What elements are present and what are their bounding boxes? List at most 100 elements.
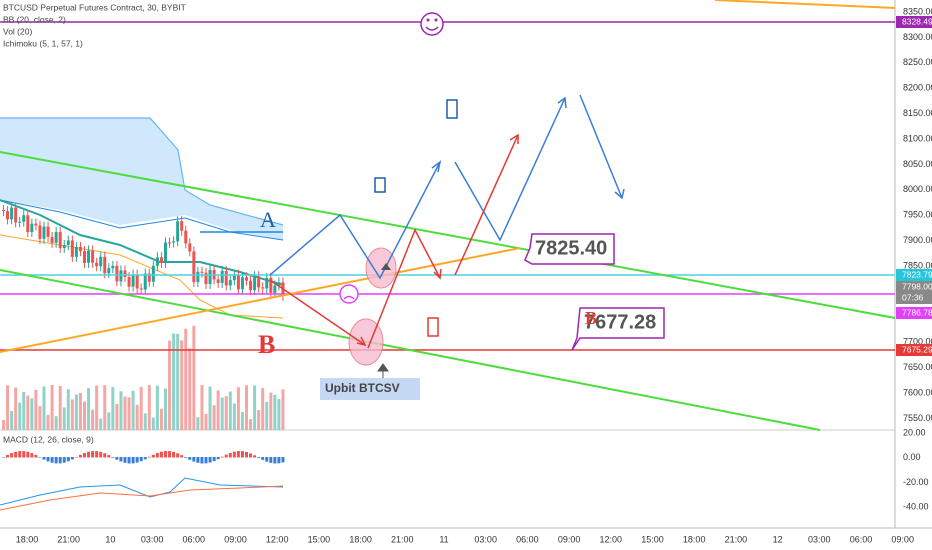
volume-bar	[78, 392, 82, 430]
wave-label: A	[260, 207, 276, 232]
time-tick-label: 12	[773, 534, 783, 544]
candle-body	[155, 257, 159, 266]
macd-bar	[143, 457, 147, 460]
ema-line	[0, 199, 284, 286]
candle-body	[119, 270, 123, 282]
hand-icon	[427, 317, 439, 337]
smile-icon	[425, 26, 439, 31]
volume-bar	[188, 348, 192, 430]
candle-body	[172, 241, 176, 243]
ichimoku-line	[0, 117, 284, 226]
volume-bar	[240, 411, 244, 430]
price-label: 8328.49	[902, 16, 932, 26]
price-label-bg	[896, 281, 932, 293]
candle-body	[95, 262, 99, 267]
blue-arrows	[269, 94, 625, 280]
volume-bar	[74, 394, 78, 430]
macd-bar	[14, 451, 18, 458]
time-tick-label: 21:00	[391, 534, 414, 544]
time-tick-label: 12:00	[266, 534, 289, 544]
candle-body	[66, 240, 70, 245]
macd-bar	[123, 457, 127, 463]
sad-icon	[339, 284, 359, 304]
volume-bar	[147, 385, 151, 430]
price-tick-label: 8350.00	[903, 6, 932, 16]
time-tick-label: 06:00	[516, 534, 539, 544]
volume-bar	[216, 390, 220, 430]
macd-bar	[87, 451, 91, 458]
price-tick-label: 7700.00	[903, 337, 932, 347]
time-tick-label: 11	[439, 534, 448, 544]
callout-box	[571, 307, 665, 351]
macd-bar	[22, 451, 26, 458]
price-label: 7798.00	[902, 281, 932, 291]
price-tick-label: 7900.00	[903, 235, 932, 245]
hand-icon	[374, 177, 386, 193]
candle-body	[277, 282, 281, 286]
volume-bar	[269, 392, 273, 430]
smile-icon	[426, 18, 430, 22]
macd-bar	[265, 457, 269, 462]
macd-bar	[62, 457, 66, 463]
smile-icon	[434, 18, 438, 22]
macd-bar	[164, 451, 167, 458]
highlight-circle	[348, 318, 384, 366]
hand-icon	[446, 99, 458, 119]
volume-bar	[10, 411, 14, 430]
ichimoku-line	[0, 199, 284, 241]
price-tick-label: 8000.00	[903, 184, 932, 194]
macd-bar	[236, 451, 240, 458]
time-tick-label: 18:00	[16, 534, 39, 544]
macd-bar	[66, 457, 70, 462]
price-label: 07:36	[902, 292, 924, 302]
volume-bar	[14, 387, 18, 430]
time-tick-label: 03:00	[141, 534, 164, 544]
macd-bar	[54, 457, 58, 464]
macd-bar	[184, 457, 188, 458]
candle-body	[139, 288, 143, 290]
time-tick-label: 06:00	[850, 534, 873, 544]
volume-bar	[224, 396, 228, 430]
volume-bar	[200, 385, 204, 430]
volume-bar	[143, 413, 147, 430]
volume-bar	[168, 340, 172, 430]
macd-bar	[83, 453, 86, 458]
candle-body	[164, 242, 167, 263]
wave-label: B	[258, 330, 275, 359]
price-tick-label: 7850.00	[903, 260, 932, 270]
price-label-bg	[896, 307, 932, 319]
candle-body	[50, 236, 54, 243]
macd-bar	[224, 454, 228, 458]
macd-line	[0, 477, 284, 506]
volume-bar	[66, 389, 70, 430]
price-tick-label: 8300.00	[903, 32, 932, 42]
header-text: Vol (20)	[3, 26, 32, 36]
volume-bar	[111, 387, 115, 430]
candle-body	[127, 277, 131, 287]
volume-bar	[180, 340, 184, 430]
candle-body	[30, 223, 34, 233]
macd-bar	[115, 457, 119, 460]
macd-bar	[192, 457, 196, 462]
candle-body	[245, 277, 248, 281]
candles	[2, 202, 285, 301]
trend-line	[714, 0, 896, 9]
time-tick-label: 03:00	[808, 534, 831, 544]
note-text: Upbit BTCSV	[325, 381, 400, 395]
candle-body	[18, 221, 22, 223]
candle-body	[208, 270, 212, 284]
volume-bar	[172, 333, 176, 430]
volume-bar	[131, 390, 135, 430]
macd-bar	[188, 457, 192, 460]
time-tick-label: 09:00	[891, 534, 914, 544]
candle-body	[42, 226, 46, 239]
time-tick-label: 12:00	[600, 534, 623, 544]
macd-bar	[159, 451, 163, 458]
candle-body	[91, 250, 95, 263]
volume-bar	[265, 401, 269, 430]
macd-tick-label: 20.00	[903, 427, 926, 437]
time-tick-label: 15:00	[308, 534, 331, 544]
volume-bar	[22, 392, 26, 430]
volume-bar	[192, 325, 196, 430]
macd-bar	[78, 454, 82, 458]
